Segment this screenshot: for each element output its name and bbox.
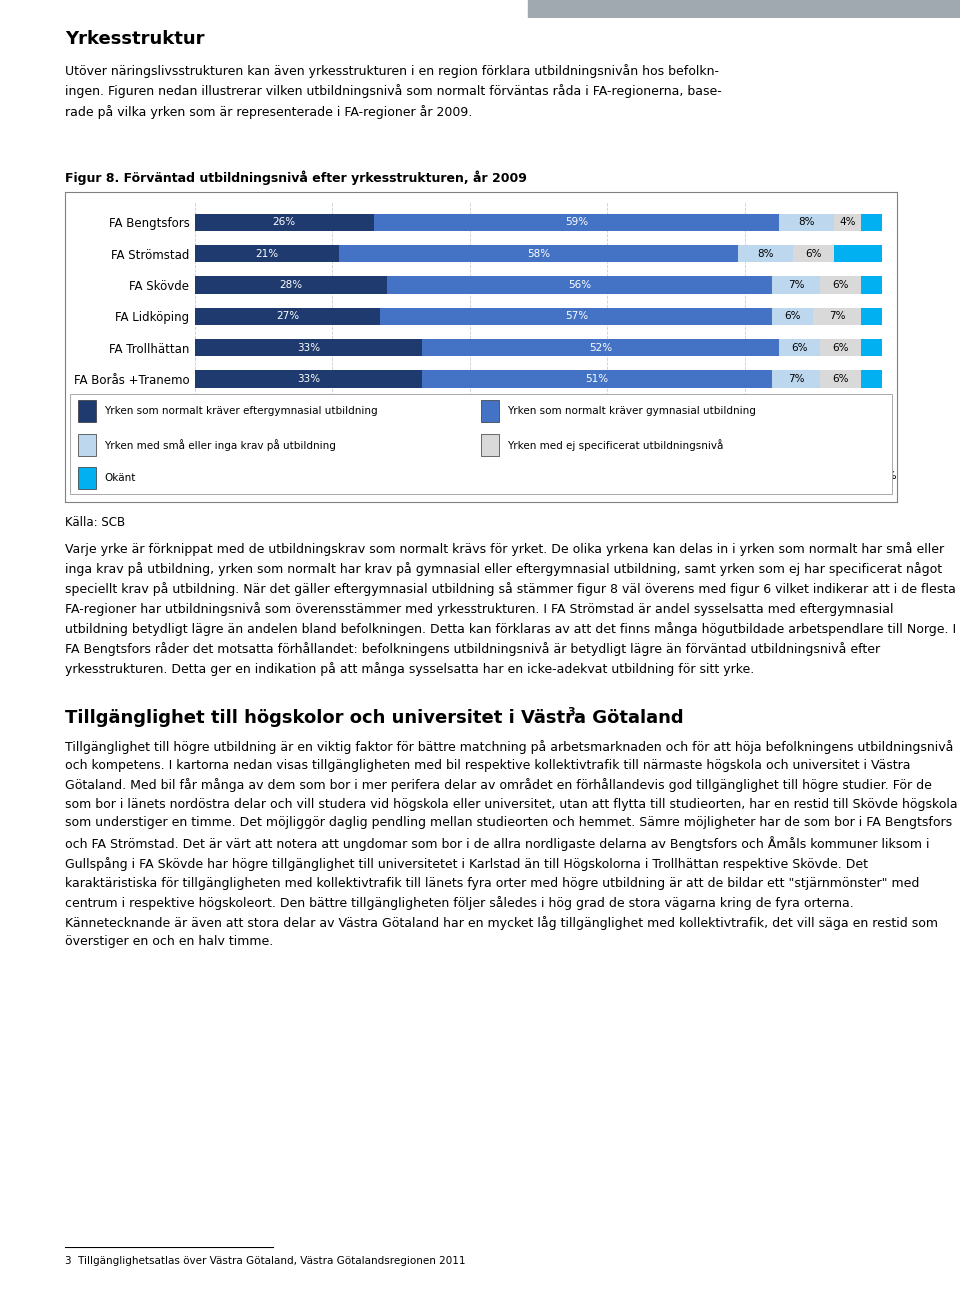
Bar	[195, 339, 421, 357]
Bar	[772, 371, 820, 388]
Bar	[793, 245, 834, 262]
Bar	[820, 371, 861, 388]
Text: 56%: 56%	[568, 280, 591, 291]
Text: 4%: 4%	[839, 218, 856, 227]
Text: Tillgänglighet till högskolor och universitet i Västra Götaland: Tillgänglighet till högskolor och univer…	[65, 709, 684, 728]
Text: 45%: 45%	[612, 405, 636, 415]
Text: 21%: 21%	[255, 249, 278, 258]
Bar	[78, 467, 96, 489]
Bar	[772, 433, 813, 450]
Bar	[861, 276, 882, 293]
Bar	[820, 402, 861, 419]
Bar	[421, 371, 772, 388]
Bar	[421, 339, 779, 357]
Text: 8%: 8%	[798, 218, 815, 227]
Text: 6%: 6%	[832, 405, 849, 415]
Bar	[528, 0, 960, 18]
Text: 40%: 40%	[321, 405, 344, 415]
Bar	[779, 402, 820, 419]
Bar	[820, 276, 861, 293]
Text: 57%: 57%	[564, 311, 588, 322]
Text: 47%: 47%	[599, 437, 622, 446]
Text: Varje yrke är förknippat med de utbildningskrav som normalt krävs för yrket. De : Varje yrke är förknippat med de utbildni…	[65, 542, 956, 676]
Bar	[854, 433, 882, 450]
Bar	[388, 276, 772, 293]
Bar	[481, 399, 499, 422]
Text: Yrkesstruktur: Yrkesstruktur	[65, 30, 204, 48]
FancyBboxPatch shape	[70, 394, 892, 494]
Bar	[834, 245, 882, 262]
Bar	[861, 339, 882, 357]
Text: 27%: 27%	[276, 311, 300, 322]
Bar	[78, 399, 96, 422]
Text: 28%: 28%	[279, 280, 302, 291]
Bar	[820, 339, 861, 357]
Bar	[772, 276, 820, 293]
Text: 6%: 6%	[832, 280, 849, 291]
Text: 33%: 33%	[297, 374, 320, 384]
Text: 6%: 6%	[784, 437, 801, 446]
Text: 33%: 33%	[297, 342, 320, 353]
Text: Figur 8. Förväntad utbildningsnivå efter yrkesstrukturen, år 2009: Figur 8. Förväntad utbildningsnivå efter…	[65, 171, 527, 185]
Text: 59%: 59%	[564, 218, 588, 227]
Text: Yrken som normalt kräver gymnasial utbildning: Yrken som normalt kräver gymnasial utbil…	[507, 406, 756, 416]
Bar	[195, 433, 449, 450]
Bar	[195, 371, 421, 388]
Text: 6%: 6%	[784, 311, 801, 322]
Bar	[779, 339, 820, 357]
Text: 3  Tillgänglighetsatlas över Västra Götaland, Västra Götalandsregionen 2011: 3 Tillgänglighetsatlas över Västra Götal…	[65, 1255, 466, 1266]
Text: 26%: 26%	[273, 218, 296, 227]
Text: 8%: 8%	[756, 249, 774, 258]
Text: 3: 3	[567, 707, 575, 717]
Bar	[861, 214, 882, 231]
Text: 6%: 6%	[832, 342, 849, 353]
Text: 51%: 51%	[586, 374, 609, 384]
Text: Källa: SCB: Källa: SCB	[65, 515, 125, 528]
Bar	[861, 371, 882, 388]
Text: 7%: 7%	[788, 280, 804, 291]
Bar	[78, 434, 96, 457]
Bar	[380, 307, 772, 326]
Text: 37%: 37%	[310, 437, 334, 446]
Text: 7%: 7%	[829, 311, 846, 322]
Bar	[779, 214, 834, 231]
Bar	[861, 307, 882, 326]
Bar	[481, 434, 499, 457]
Text: 6%: 6%	[832, 374, 849, 384]
Text: Yrken med ej specificerat utbildningsnivå: Yrken med ej specificerat utbildningsniv…	[507, 440, 724, 451]
Bar	[834, 214, 861, 231]
Text: 52%: 52%	[588, 342, 612, 353]
Text: 6%: 6%	[791, 342, 807, 353]
Bar	[195, 307, 380, 326]
Bar	[469, 402, 779, 419]
Bar	[449, 433, 772, 450]
Bar	[195, 276, 388, 293]
Text: 58%: 58%	[527, 249, 550, 258]
Bar	[195, 402, 469, 419]
Bar	[195, 214, 373, 231]
Text: 7%: 7%	[788, 374, 804, 384]
Bar	[813, 433, 854, 450]
Text: Yrken med små eller inga krav på utbildning: Yrken med små eller inga krav på utbildn…	[105, 440, 336, 451]
Text: Okänt: Okänt	[105, 473, 136, 482]
Bar	[737, 245, 793, 262]
Text: 6%: 6%	[791, 405, 807, 415]
Text: Yrken som normalt kräver eftergymnasial utbildning: Yrken som normalt kräver eftergymnasial …	[105, 406, 378, 416]
Text: 6%: 6%	[805, 249, 822, 258]
Bar	[339, 245, 737, 262]
Text: Utöver näringslivsstrukturen kan även yrkesstrukturen i en region förklara utbil: Utöver näringslivsstrukturen kan även yr…	[65, 64, 722, 118]
Bar	[373, 214, 779, 231]
Bar	[772, 307, 813, 326]
Bar	[195, 245, 339, 262]
Text: Tillgänglighet till högre utbildning är en viktig faktor för bättre matchning på: Tillgänglighet till högre utbildning är …	[65, 741, 958, 948]
Text: 6%: 6%	[826, 437, 842, 446]
Bar	[813, 307, 861, 326]
Bar	[861, 402, 882, 419]
